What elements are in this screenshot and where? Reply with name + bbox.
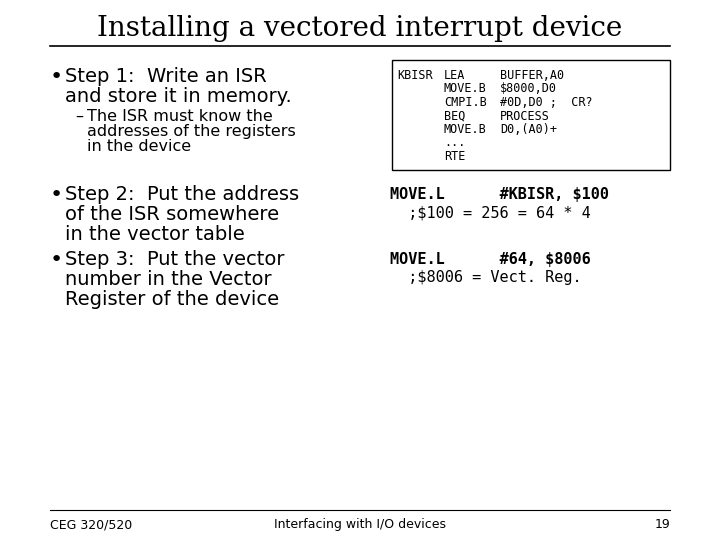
Text: CEG 320/520: CEG 320/520: [50, 518, 132, 531]
Text: Step 2:  Put the address: Step 2: Put the address: [65, 185, 299, 204]
Text: $8000,D0: $8000,D0: [500, 83, 557, 96]
Text: 19: 19: [654, 518, 670, 531]
Text: •: •: [50, 250, 63, 270]
Text: MOVE.L      #64, $8006: MOVE.L #64, $8006: [390, 252, 590, 267]
Text: Installing a vectored interrupt device: Installing a vectored interrupt device: [97, 15, 623, 42]
Text: number in the Vector: number in the Vector: [65, 270, 271, 289]
Text: BUFFER,A0: BUFFER,A0: [500, 69, 564, 82]
Text: ;$100 = 256 = 64 * 4: ;$100 = 256 = 64 * 4: [390, 205, 590, 220]
Text: The ISR must know the: The ISR must know the: [87, 109, 273, 124]
Text: of the ISR somewhere: of the ISR somewhere: [65, 205, 279, 224]
Text: Register of the device: Register of the device: [65, 290, 279, 309]
Text: in the vector table: in the vector table: [65, 225, 245, 244]
Text: •: •: [50, 67, 63, 87]
Text: Step 3:  Put the vector: Step 3: Put the vector: [65, 250, 284, 269]
Text: MOVE.B: MOVE.B: [444, 83, 487, 96]
Text: PROCESS: PROCESS: [500, 110, 550, 123]
Text: ...: ...: [444, 137, 465, 150]
Text: and store it in memory.: and store it in memory.: [65, 87, 292, 106]
Text: Step 1:  Write an ISR: Step 1: Write an ISR: [65, 67, 266, 86]
Text: MOVE.L      #KBISR, $100: MOVE.L #KBISR, $100: [390, 187, 609, 202]
Text: Interfacing with I/O devices: Interfacing with I/O devices: [274, 518, 446, 531]
Text: addresses of the registers: addresses of the registers: [87, 124, 296, 139]
Text: D0,(A0)+: D0,(A0)+: [500, 123, 557, 136]
Text: BEQ: BEQ: [444, 110, 465, 123]
Text: in the device: in the device: [87, 139, 191, 154]
Text: RTE: RTE: [444, 150, 465, 163]
Text: KBISR: KBISR: [397, 69, 433, 82]
Text: –: –: [75, 109, 83, 124]
Text: #0D,D0 ;  CR?: #0D,D0 ; CR?: [500, 96, 593, 109]
Text: ;$8006 = Vect. Reg.: ;$8006 = Vect. Reg.: [390, 270, 582, 285]
FancyBboxPatch shape: [392, 60, 670, 170]
Text: LEA: LEA: [444, 69, 465, 82]
Text: MOVE.B: MOVE.B: [444, 123, 487, 136]
Text: CMPI.B: CMPI.B: [444, 96, 487, 109]
Text: •: •: [50, 185, 63, 205]
